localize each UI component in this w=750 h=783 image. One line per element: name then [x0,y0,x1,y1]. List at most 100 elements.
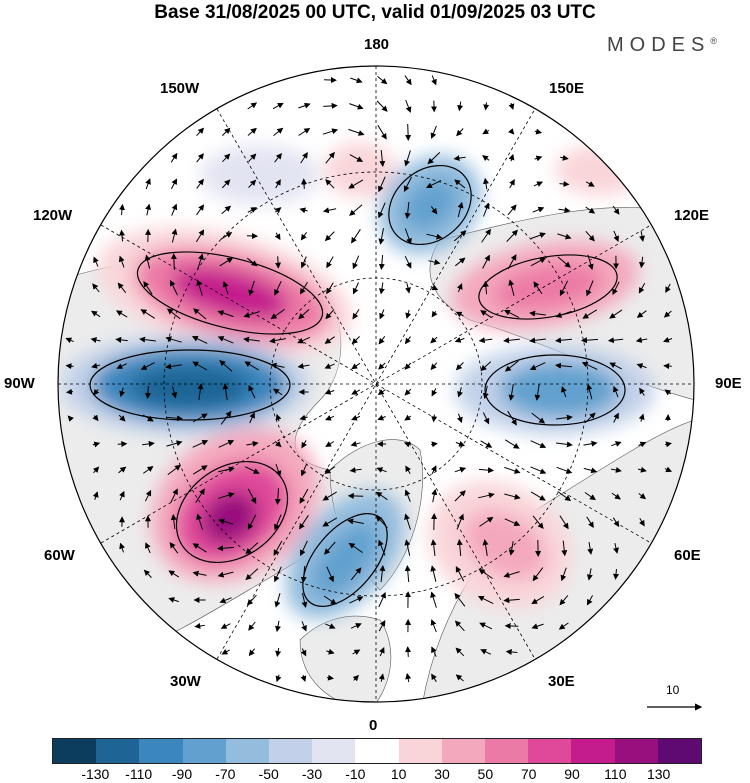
reference-vector-label: 10 [666,683,680,697]
wind-vector [275,674,282,683]
wind-vector [612,517,620,528]
wind-vector [324,363,335,369]
wind-vector [533,281,543,295]
wind-vector [379,646,385,657]
wind-vector [300,648,307,657]
wind-vector [325,179,335,189]
wind-vector [300,464,307,477]
wind-vector [272,388,283,396]
wind-vector [480,310,492,318]
wind-vector [557,256,571,268]
wind-vector [504,518,521,526]
wind-vector [299,282,308,295]
wind-vector [613,412,619,423]
wind-vector [426,179,442,189]
wind-vector [534,155,543,162]
wind-vector [483,102,490,111]
wind-vector [378,335,386,345]
wind-vector [351,414,361,421]
wind-vector [145,203,152,216]
lon-label-90w: 90W [4,375,35,392]
wind-vector [530,232,546,239]
wind-vector [299,414,308,421]
wind-vector [426,233,443,240]
wind-vector [638,441,647,448]
wind-vector [323,595,337,605]
wind-vector [482,412,490,425]
wind-vector [324,389,335,395]
wind-vector [247,514,257,530]
wind-vector [376,100,388,112]
wind-vector [404,75,412,86]
wind-vector [297,336,311,344]
wind-vector [301,178,308,189]
wind-vector [90,337,101,344]
wind-vector [639,387,645,396]
wind-vector [529,310,546,317]
wind-vector [478,568,493,579]
colorbar-tick-label: -30 [301,766,323,782]
wind-vector [664,389,672,396]
wind-vector [170,514,177,530]
wind-vector [404,150,411,167]
wind-vector [587,254,594,271]
colorbar-swatch [312,739,356,763]
wind-vector [405,123,412,141]
wind-vector [92,414,99,422]
wind-vector [613,542,619,554]
wind-vector [91,362,101,369]
wind-vector [375,491,388,501]
wind-vector [217,571,234,578]
wind-vector [482,539,489,556]
wind-vector [142,440,155,447]
wind-vector [637,466,647,473]
wind-vector [351,362,361,370]
lon-label-90e: 90E [715,375,742,392]
wind-vector [430,362,438,371]
wind-vector [508,279,515,296]
wind-vector [534,128,543,135]
colorbar-swatch [614,739,658,763]
wind-vector [298,309,310,320]
wind-vector [529,337,546,344]
wind-vector [636,310,647,318]
wind-vector [508,128,515,135]
wind-vector [119,542,125,553]
wind-vector [503,597,520,604]
wind-vector [560,154,569,161]
wind-vector [377,414,386,421]
wind-vector [272,102,284,110]
lon-label-30e: 30E [548,673,575,690]
wind-vector [67,415,74,422]
wind-vector [275,413,282,422]
wind-vector [322,207,337,214]
wind-vector [143,466,154,474]
colorbar-swatch [225,739,270,763]
wind-vector [454,620,465,632]
wind-vector [248,621,256,631]
colorbar-tick-label: 50 [477,766,494,782]
wind-vector [560,567,567,582]
wind-vector [665,283,671,293]
wind-vector [65,363,74,370]
wind-vector [145,178,151,190]
wind-vector [218,466,235,473]
wind-vector [378,282,385,295]
wind-vector [454,467,467,473]
wind-vector [246,440,259,447]
colorbar-tick-label: -110 [125,766,153,782]
wind-vector [509,179,515,189]
wind-vector [247,102,258,110]
wind-vector [404,336,411,345]
wind-vector [324,541,336,555]
wind-vector [559,515,569,530]
wind-vector [274,593,281,608]
wind-vector [144,254,151,269]
wind-vector [299,488,309,504]
wind-vector [378,228,385,245]
colorbar-swatch [398,739,442,763]
wind-vector [348,542,363,554]
wind-vector [456,128,464,137]
wind-vector [248,153,257,163]
wind-vector [197,383,204,400]
